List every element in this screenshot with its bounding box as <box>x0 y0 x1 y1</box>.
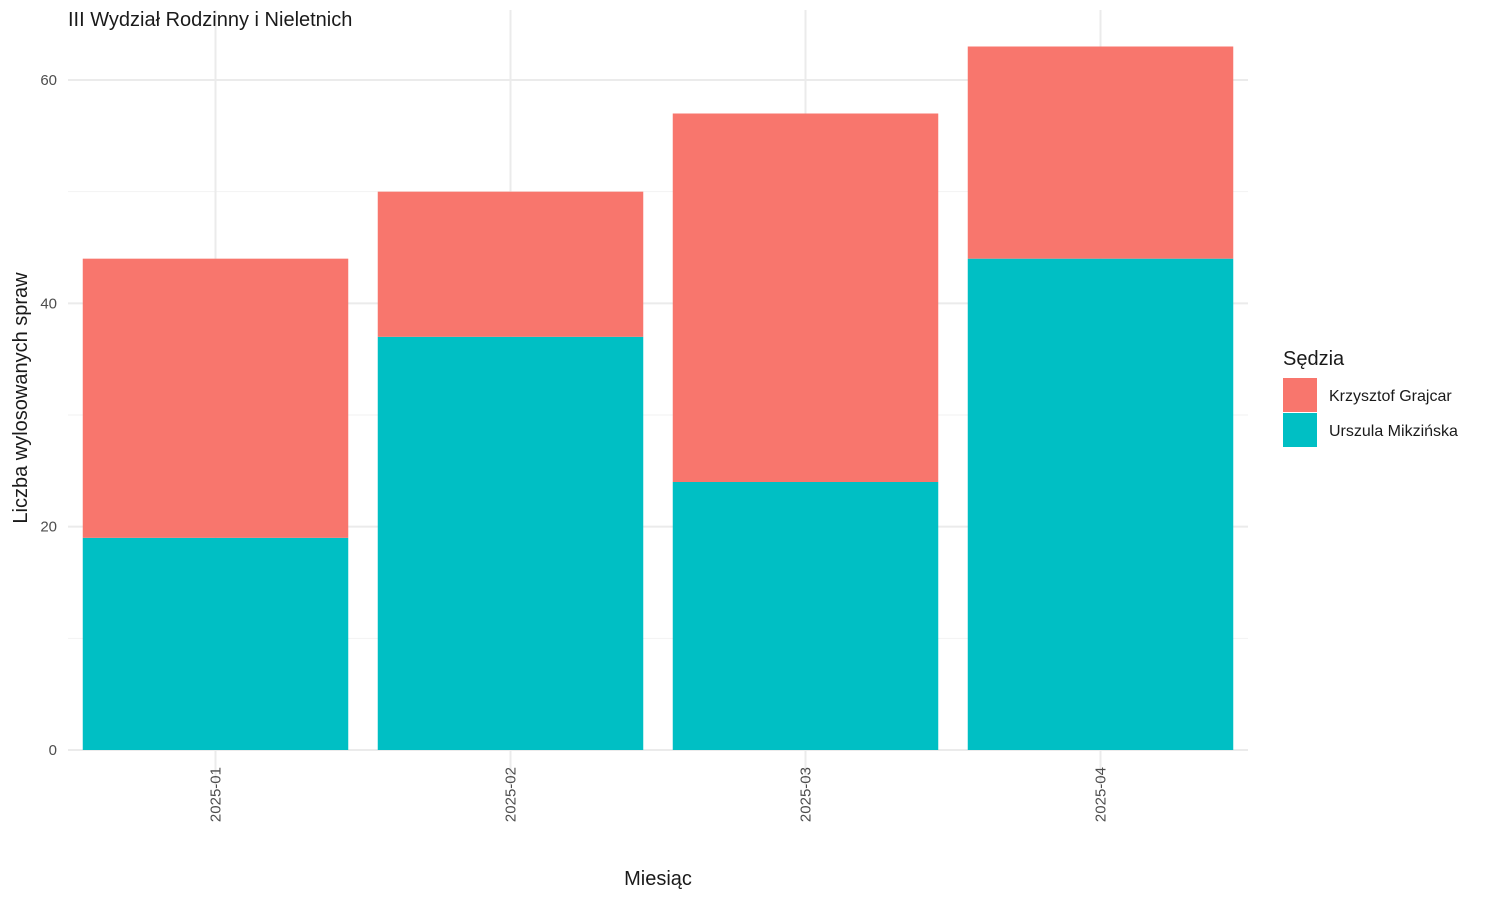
bar-segment <box>967 258 1234 750</box>
bar-segment <box>377 336 644 750</box>
y-tick-label: 0 <box>49 742 57 759</box>
bar-segment <box>82 258 349 538</box>
legend-swatch <box>1283 378 1317 412</box>
y-tick-label: 60 <box>40 72 57 89</box>
y-tick-label: 40 <box>40 295 57 312</box>
legend-title: Sędzia <box>1283 348 1345 370</box>
bar-segment <box>672 482 939 750</box>
legend-label: Krzysztof Grajcar <box>1329 388 1452 405</box>
bars <box>82 46 1234 750</box>
y-axis-title: Liczba wylosowanych spraw <box>10 272 32 524</box>
x-tick-label: 2025-01 <box>208 767 225 822</box>
chart-title: III Wydział Rodzinny i Nieletnich <box>68 9 352 31</box>
y-axis-ticks: 0 20 40 60 <box>40 72 57 759</box>
legend-label: Urszula Mikzińska <box>1329 423 1458 440</box>
bar-segment <box>377 191 644 337</box>
y-tick-label: 20 <box>40 519 57 536</box>
legend-items: Krzysztof Grajcar Urszula Mikzińska <box>1283 378 1458 447</box>
legend-swatch <box>1283 413 1317 447</box>
bar-segment <box>672 113 939 482</box>
x-tick-label: 2025-03 <box>798 767 815 822</box>
bar-segment <box>82 537 349 750</box>
bar-segment <box>967 46 1234 259</box>
x-axis-ticks: 2025-01 2025-02 2025-03 2025-04 <box>208 767 1110 822</box>
legend: Sędzia Krzysztof Grajcar Urszula Mikzińsk… <box>1283 348 1458 447</box>
x-axis-title: Miesiąc <box>624 868 692 890</box>
x-tick-label: 2025-02 <box>503 767 520 822</box>
x-tick-label: 2025-04 <box>1093 767 1110 822</box>
